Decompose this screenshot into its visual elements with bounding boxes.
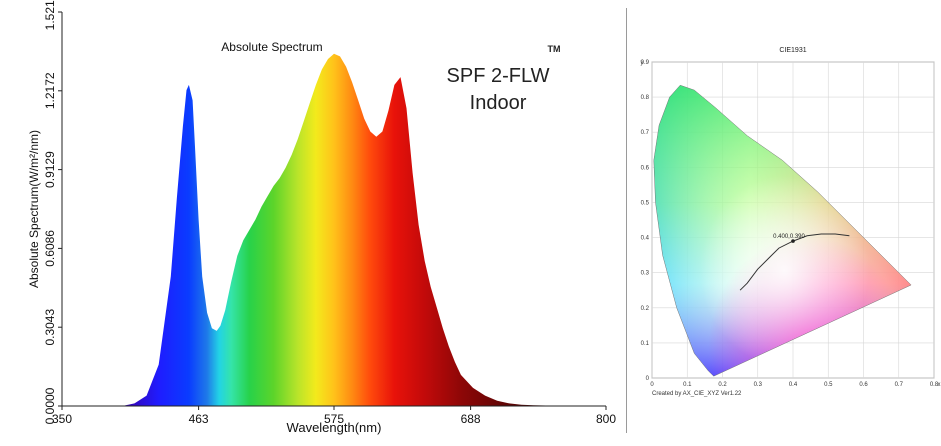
cie-y-tick-label: 0.2 (641, 306, 650, 312)
x-tick-label: 575 (324, 412, 344, 426)
cie-x-tick-label: 0.5 (824, 382, 833, 388)
cie-y-tick-label: 0.4 (641, 236, 650, 242)
x-tick-label: 800 (596, 412, 616, 426)
cie-chart-panel: 0.400,0.390 0 0.1 0.2 0.3 0.4 0.5 0.6 0.7 0.8 0 0.1… (630, 0, 941, 441)
cie-x-tick-label: 0.7 (895, 382, 904, 388)
x-tick-label: 350 (52, 412, 72, 426)
chart-title: Absolute Spectrum (221, 40, 322, 54)
cie-x-tick-label: 0.8 (930, 382, 939, 388)
cie-footer-credit: Created by AX_CIE_XYZ Ver1.22 (652, 391, 742, 397)
y-axis-label: Absolute Spectrum(W/m²/nm) (27, 130, 41, 288)
product-sublabel: Indoor (470, 92, 527, 114)
cie-y-tick-label: 0.8 (641, 95, 650, 101)
cie-point-label: 0.400,0.390 (773, 234, 805, 240)
trademark-mark: TM (548, 44, 561, 54)
cie-x-tick-label: 0.3 (754, 382, 763, 388)
cie-x-axis-label: x (938, 382, 941, 388)
cie-x-tick-label: 0.4 (789, 382, 798, 388)
cie-y-tick-label: 0 (646, 376, 650, 382)
cie-x-tick-label: 0.1 (683, 382, 692, 388)
y-tick-label: 1.5215 (43, 0, 57, 30)
spectrum-area (122, 53, 607, 407)
cie-gamut-outline (653, 84, 912, 377)
cie-y-tick-label: 0.6 (641, 165, 650, 171)
cie-y-tick-label: 0.5 (641, 200, 650, 206)
cie-y-tick-label: 0.7 (641, 130, 650, 136)
cie-chromaticity-point (791, 239, 795, 243)
spectrum-chart-panel: 350 463 575 688 800 0.0000 0.3043 0.6086 0.9129 1… (27, 0, 616, 435)
product-name-label: SPF 2-FLW (447, 65, 550, 87)
planckian-locus-line (739, 233, 850, 291)
spectrum-chart: 350 463 575 688 800 0.0000 0.3043 0.6086 0.9129 1… (27, 0, 616, 435)
cie-x-tick-label: 0.2 (718, 382, 727, 388)
cie-y-axis-label: y (641, 60, 644, 66)
cie-y-tick-label: 0.3 (641, 271, 650, 277)
y-tick-label: 0.3043 (43, 309, 57, 346)
x-tick-label: 688 (461, 412, 481, 426)
panel-divider (626, 8, 627, 433)
y-tick-label: 0.9129 (43, 151, 57, 188)
y-tick-label: 0.0000 (43, 387, 57, 424)
cie-y-tick-label: 0.1 (641, 341, 650, 347)
x-tick-label: 463 (189, 412, 209, 426)
cie-y-tick-label: 0.9 (641, 60, 650, 66)
cie-chart: 0.400,0.390 0 0.1 0.2 0.3 0.4 0.5 0.6 0.7 0.8 0 0.1… (641, 47, 941, 397)
cie-x-tick-label: 0.6 (859, 382, 868, 388)
y-tick-label: 0.6086 (43, 230, 57, 267)
x-axis-label: Wavelength(nm) (287, 420, 382, 435)
cie-x-tick-label: 0 (650, 382, 654, 388)
cie-title: CIE1931 (779, 47, 806, 54)
y-tick-label: 1.2172 (43, 72, 57, 109)
